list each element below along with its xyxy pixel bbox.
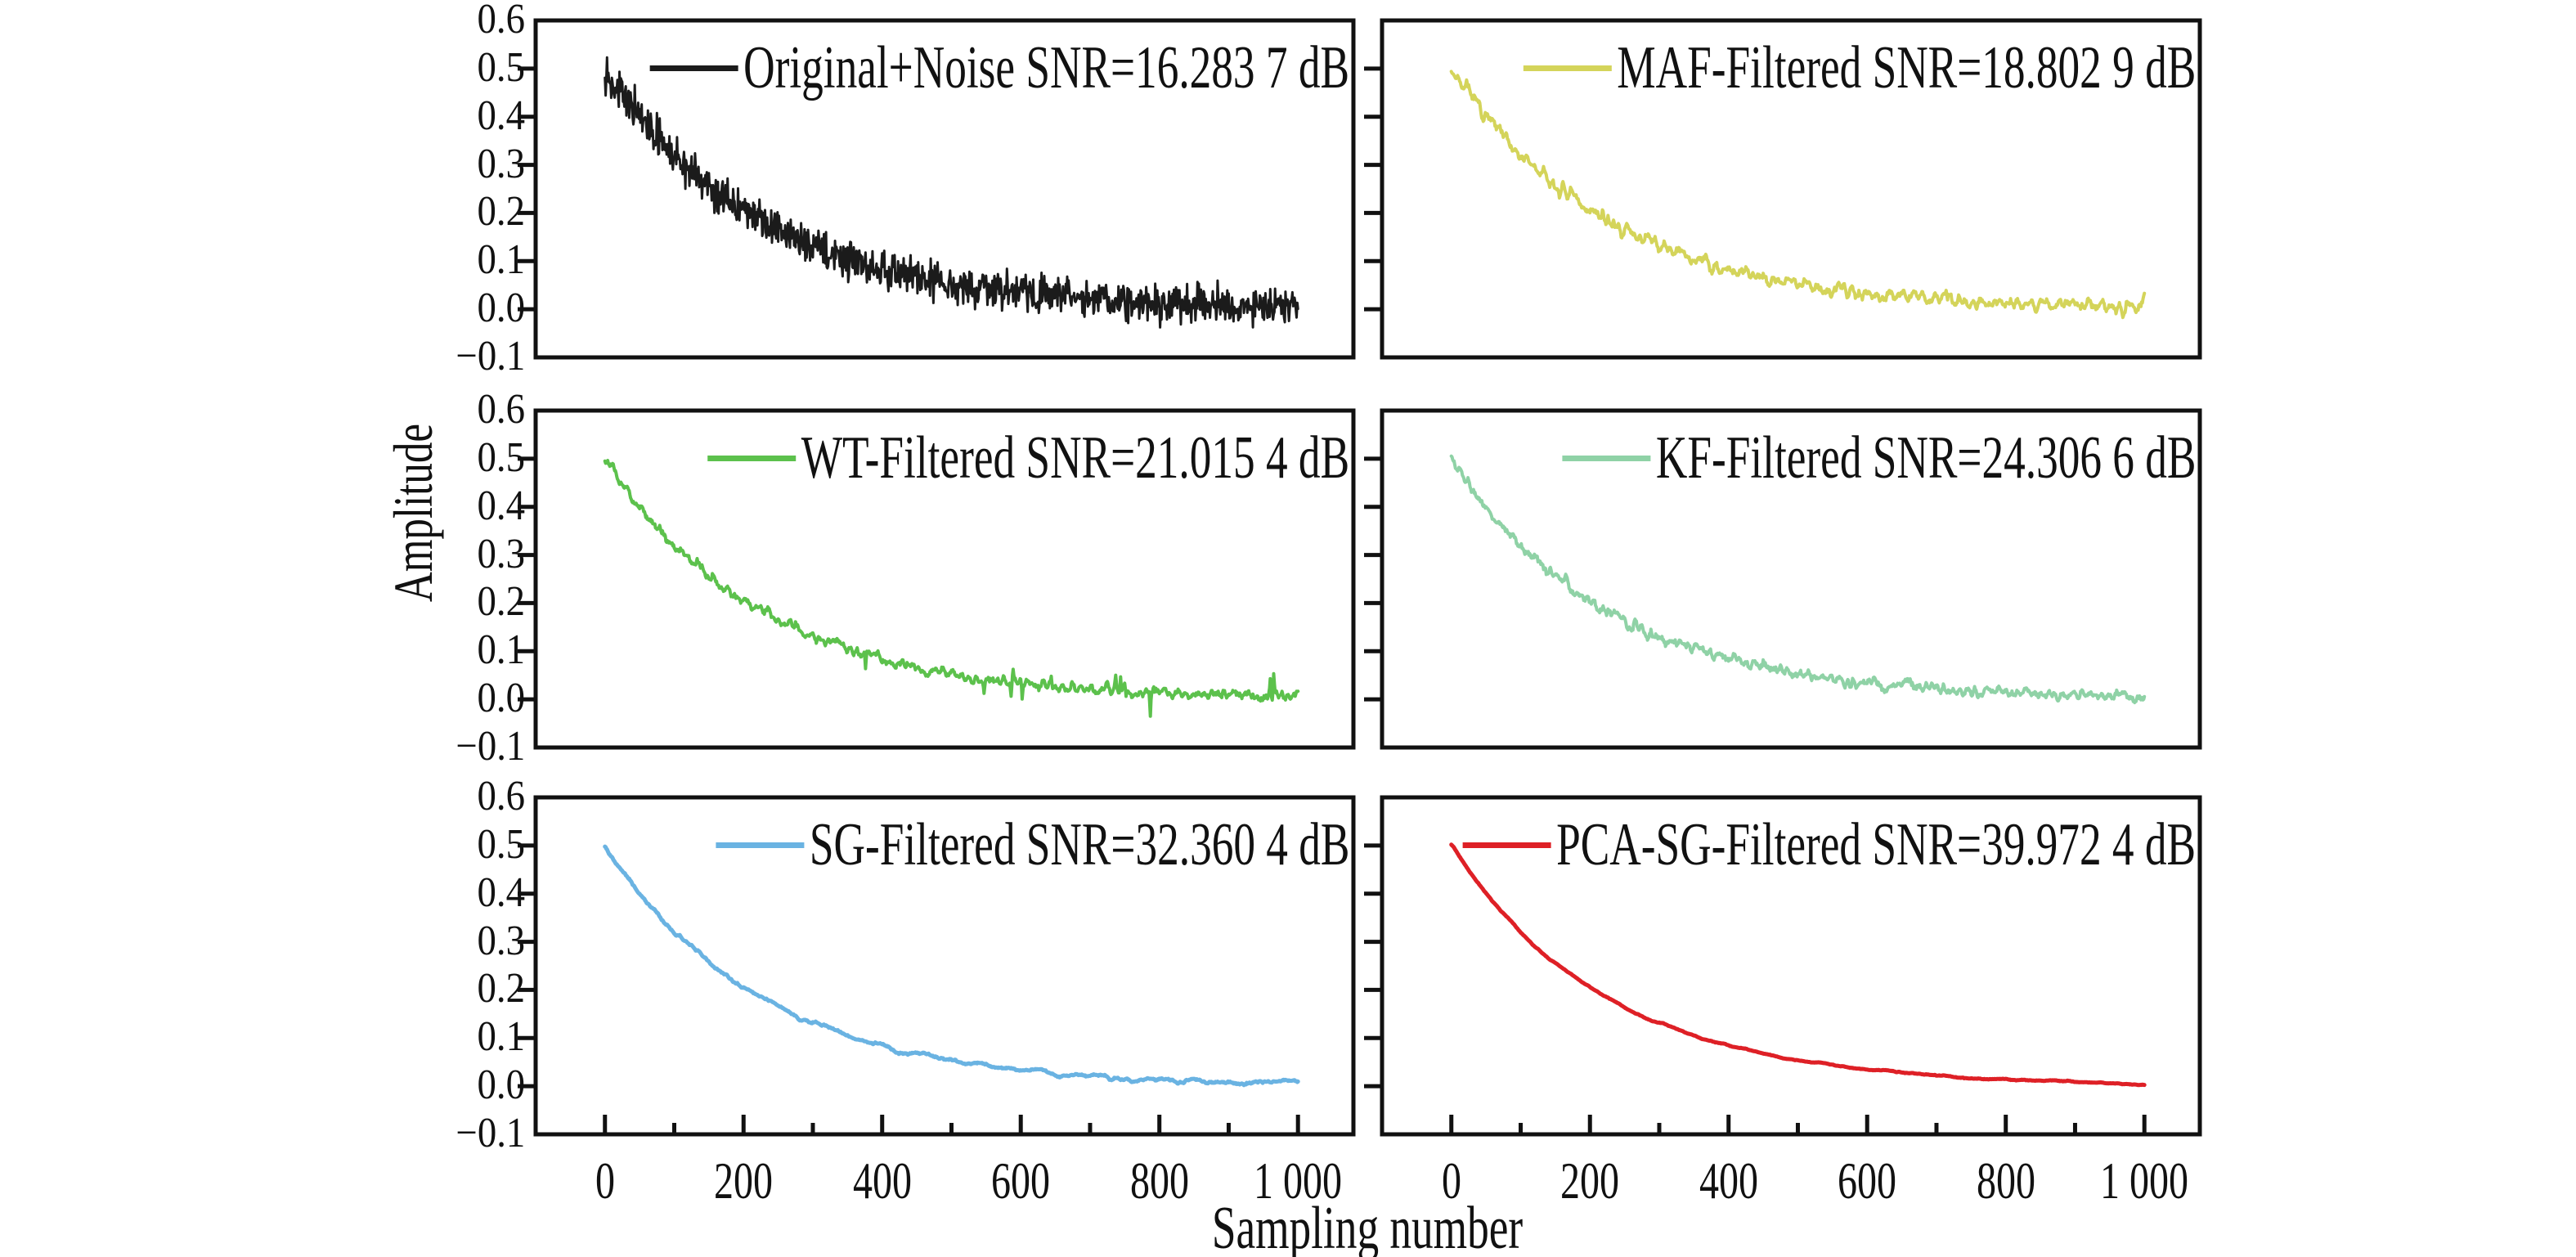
y-tick-label: 0.6 (477, 772, 526, 819)
x-tick-label: 600 (1838, 1152, 1897, 1210)
y-tick-label: 0.4 (477, 482, 526, 529)
panel-border-original-noise (533, 18, 1356, 360)
x-tick-label: 1 000 (2100, 1152, 2189, 1210)
y-tick-label: 0.1 (477, 236, 526, 284)
x-tick-label: 0 (1441, 1152, 1461, 1210)
y-tick-label: 0.3 (477, 917, 526, 964)
y-tick-label: 0.0 (477, 285, 526, 332)
x-tick-label: 0 (595, 1152, 615, 1210)
legend-line-sample-sg-filtered (715, 842, 804, 848)
y-tick-label: 0.3 (477, 530, 526, 577)
signal-curve-sg-filtered (603, 844, 1300, 1088)
y-tick-label: 0.2 (477, 965, 526, 1012)
panel-border-wt-filtered (533, 408, 1356, 750)
legend-label-original-noise: Original+Noise SNR=16.283 7 dB (743, 34, 1349, 101)
y-tick-label: 0.4 (477, 869, 526, 916)
y-tick-label: 0.2 (477, 188, 526, 236)
panel-border-sg-filtered (533, 795, 1356, 1137)
y-tick-label: 0.0 (477, 1062, 526, 1109)
y-tick-label: 0.4 (477, 92, 526, 139)
y-tick-label: 0.6 (477, 385, 526, 433)
legend-line-sample-maf-filtered (1523, 65, 1612, 71)
legend-wt-filtered: WT-Filtered SNR=21.015 4 dB (707, 428, 1349, 488)
legend-sg-filtered: SG-Filtered SNR=32.360 4 dB (715, 811, 1349, 878)
legend-line-sample-wt-filtered (707, 455, 797, 461)
legend-line-sample-original-noise (649, 65, 738, 71)
legend-label-sg-filtered: SG-Filtered SNR=32.360 4 dB (809, 811, 1349, 878)
signal-curve-maf-filtered (1449, 70, 2147, 320)
y-tick-label: −0.1 (456, 332, 525, 379)
legend-pca-sg-filtered: PCA-SG-Filtered SNR=39.972 4 dB (1462, 811, 2196, 878)
panel-border-maf-filtered (1380, 18, 2202, 360)
panel-border-pca-sg-filtered (1380, 795, 2202, 1137)
x-tick-label: 400 (852, 1152, 912, 1210)
y-tick-label: 0.5 (477, 433, 526, 481)
signal-curve-pca-sg-filtered (1449, 842, 2147, 1088)
y-tick-label: 0.6 (477, 0, 526, 43)
x-tick-label: 800 (1129, 1152, 1189, 1210)
y-tick-label: 0.5 (477, 820, 526, 868)
legend-label-wt-filtered: WT-Filtered SNR=21.015 4 dB (801, 424, 1349, 492)
legend-label-pca-sg-filtered: PCA-SG-Filtered SNR=39.972 4 dB (1556, 811, 2196, 878)
signal-curve-original-noise (604, 56, 1299, 329)
y-tick-label: 0.3 (477, 140, 526, 187)
signal-curve-kf-filtered (1449, 454, 2147, 705)
x-tick-label: 200 (714, 1152, 774, 1210)
y-tick-label: 0.5 (477, 43, 526, 91)
signal-curve-wt-filtered (603, 459, 1300, 718)
x-tick-label: 800 (1976, 1152, 2035, 1210)
x-tick-label: 1 000 (1254, 1152, 1343, 1210)
legend-line-sample-pca-sg-filtered (1462, 842, 1551, 848)
legend-maf-filtered: MAF-Filtered SNR=18.802 9 dB (1523, 34, 2196, 101)
x-tick-label: 200 (1560, 1152, 1620, 1210)
y-tick-label: 0.0 (477, 675, 526, 722)
legend-kf-filtered: KF-Filtered SNR=24.306 6 dB (1561, 424, 2196, 492)
legend-label-kf-filtered: KF-Filtered SNR=24.306 6 dB (1655, 424, 2196, 492)
y-axis-title: Amplitude (382, 423, 444, 603)
y-tick-label: 0.1 (477, 626, 526, 674)
legend-original-noise: Original+Noise SNR=16.283 7 dB (649, 34, 1349, 101)
panel-border-kf-filtered (1380, 408, 2202, 750)
y-tick-label: 0.1 (477, 1013, 526, 1061)
x-axis-title: Sampling number (1211, 1195, 1524, 1257)
legend-label-maf-filtered: MAF-Filtered SNR=18.802 9 dB (1617, 34, 2196, 101)
x-tick-label: 600 (991, 1152, 1051, 1210)
x-tick-label: 400 (1699, 1152, 1758, 1210)
y-tick-label: −0.1 (456, 1109, 525, 1156)
legend-line-sample-kf-filtered (1561, 455, 1650, 461)
y-tick-label: −0.1 (456, 722, 525, 770)
y-tick-label: 0.2 (477, 578, 526, 626)
